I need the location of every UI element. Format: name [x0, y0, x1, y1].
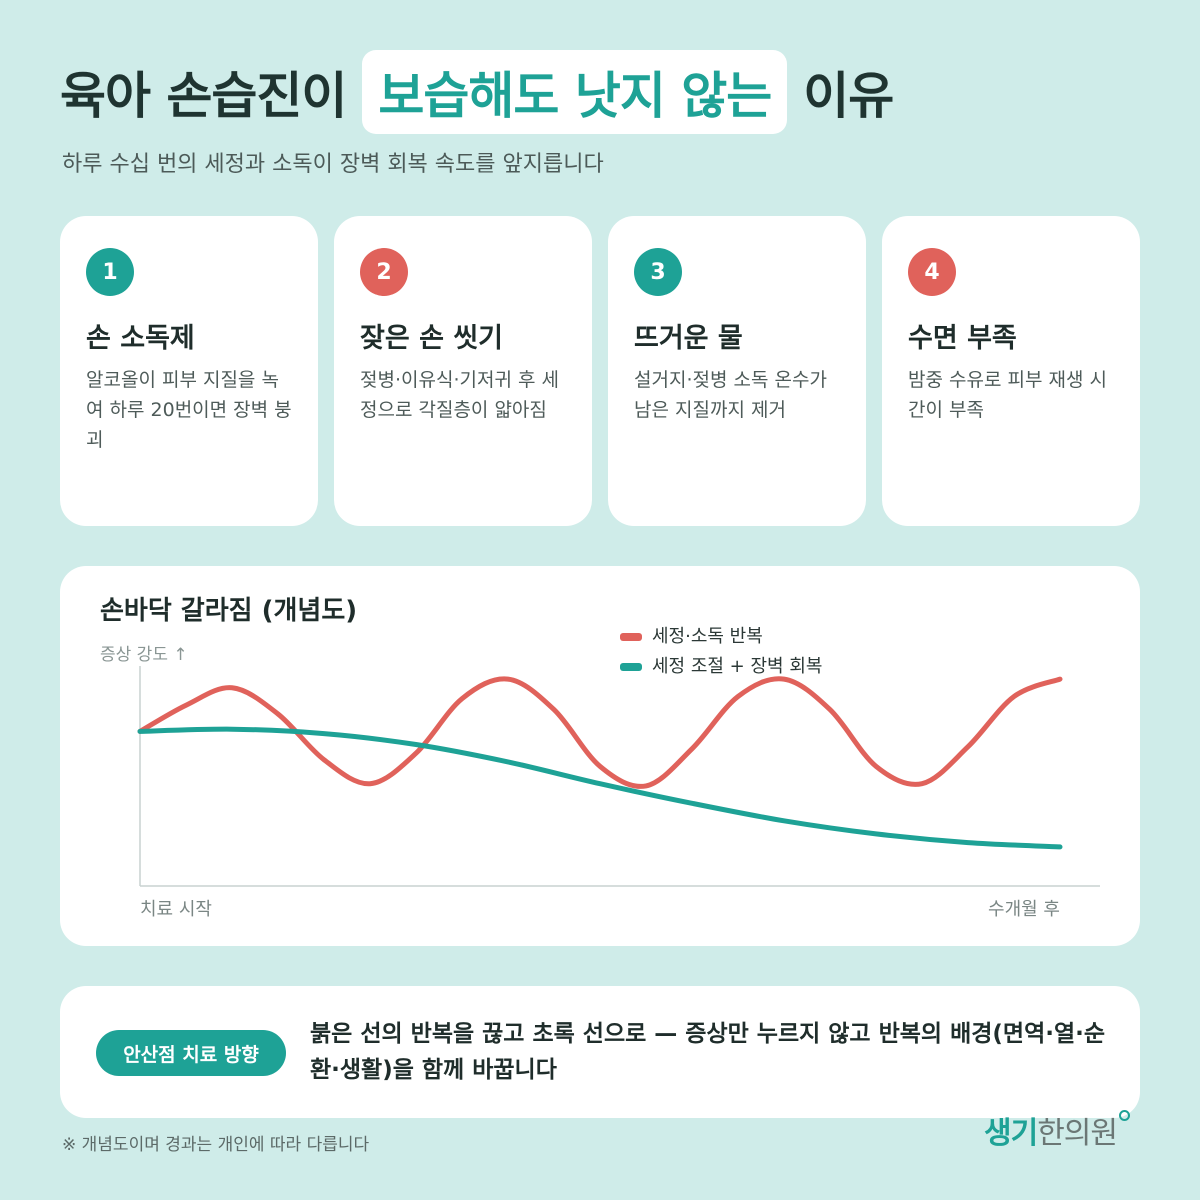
number-badge: 2	[360, 248, 408, 296]
treatment-text: 붉은 선의 반복을 끊고 초록 선으로 — 증상만 누르지 않고 반복의 배경(…	[310, 1021, 1106, 1083]
legend-swatch-2	[620, 663, 642, 671]
legend-label-1: 세정·소독 반복	[652, 626, 763, 647]
card-description: 젖병·이유식·기저귀 후 세정으로 각질층이 얇아짐	[360, 369, 559, 421]
logo-rest: 한의원	[1037, 1116, 1118, 1151]
title-prefix: 육아 손습진이	[60, 67, 347, 125]
page-title: 육아 손습진이 보습해도 낫지 않는 이유	[60, 50, 894, 134]
series-line-2	[137, 726, 1063, 850]
x-start-label: 치료 시작	[140, 899, 212, 920]
cause-card-3: 3 뜨거운 물 설거지·젖병 소독 온수가 남은 지질까지 제거	[608, 216, 866, 526]
clinic-logo: 생기 한의원	[984, 1108, 1130, 1152]
page-subtitle: 하루 수십 번의 세정과 소독이 장벽 회복 속도를 앞지릅니다	[62, 152, 604, 177]
card-title: 잦은 손 씻기	[360, 323, 503, 354]
title-highlight: 보습해도 낫지 않는	[362, 50, 788, 134]
number-badge: 3	[634, 248, 682, 296]
logo-dot-icon	[1119, 1110, 1130, 1121]
logo-accent: 생기	[983, 1116, 1038, 1151]
card-description: 알코올이 피부 지질을 녹여 하루 20번이면 장벽 붕괴	[86, 369, 292, 451]
card-title: 뜨거운 물	[634, 323, 743, 354]
treatment-card: 안산점 치료 방향 붉은 선의 반복을 끊고 초록 선으로 — 증상만 누르지 …	[60, 986, 1140, 1118]
number-badge: 4	[908, 248, 956, 296]
cause-card-1: 1 손 소독제 알코올이 피부 지질을 녹여 하루 20번이면 장벽 붕괴	[60, 216, 318, 526]
x-end-label: 수개월 후	[988, 899, 1060, 920]
title-suffix: 이유	[803, 67, 894, 125]
legend-label-2: 세정 조절 + 장벽 회복	[652, 656, 822, 677]
legend-swatch-1	[620, 633, 642, 641]
y-axis-label: 증상 강도 ↑	[100, 645, 188, 665]
card-title: 손 소독제	[86, 323, 195, 354]
card-description: 밤중 수유로 피부 재생 시간이 부족	[908, 369, 1107, 421]
cause-card-4: 4 수면 부족 밤중 수유로 피부 재생 시간이 부족	[882, 216, 1140, 526]
footnote: ※ 개념도이며 경과는 개인에 따라 다릅니다	[62, 1135, 370, 1155]
cause-card-2: 2 잦은 손 씻기 젖병·이유식·기저귀 후 세정으로 각질층이 얇아짐	[334, 216, 592, 526]
number-badge: 1	[86, 248, 134, 296]
cause-cards: 1 손 소독제 알코올이 피부 지질을 녹여 하루 20번이면 장벽 붕괴 2 …	[60, 216, 1140, 526]
card-description: 설거지·젖병 소독 온수가 남은 지질까지 제거	[634, 369, 827, 421]
treatment-direction-pill: 안산점 치료 방향	[96, 1030, 286, 1076]
card-title: 수면 부족	[908, 323, 1017, 354]
chart-title: 손바닥 갈라짐 (개념도)	[100, 596, 358, 626]
